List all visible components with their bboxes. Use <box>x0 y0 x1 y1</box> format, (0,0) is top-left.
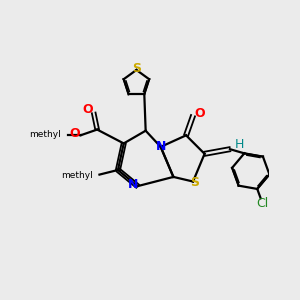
Text: O: O <box>69 127 80 140</box>
Text: O: O <box>82 103 93 116</box>
Text: methyl: methyl <box>29 130 60 139</box>
Text: N: N <box>128 178 139 191</box>
Text: N: N <box>155 140 166 153</box>
Text: methyl: methyl <box>61 171 92 180</box>
Text: S: S <box>132 62 141 75</box>
Text: H: H <box>235 138 244 151</box>
Text: Cl: Cl <box>256 197 269 210</box>
Text: S: S <box>190 176 199 189</box>
Text: O: O <box>194 107 205 120</box>
